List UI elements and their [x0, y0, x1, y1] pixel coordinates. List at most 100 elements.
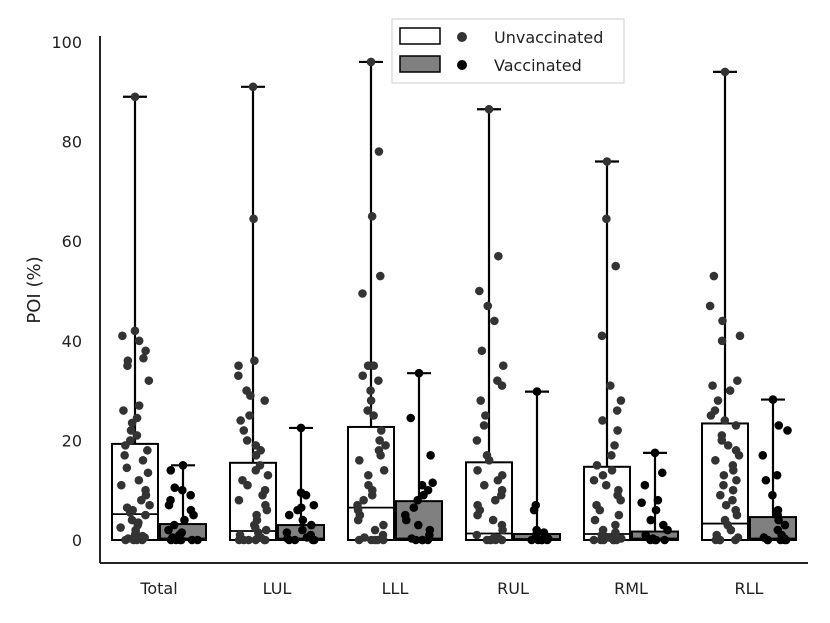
unvaccinated-box-lll: [347, 57, 395, 545]
unvaccinated-point: [134, 401, 144, 410]
x-tick-label-rul: RUL: [497, 579, 529, 598]
x-tick-label-lul: LUL: [263, 579, 292, 598]
unvaccinated-point: [483, 301, 493, 311]
vaccinated-point: [423, 485, 433, 495]
unvaccinated-point: [592, 500, 601, 510]
unvaccinated-point: [358, 371, 368, 380]
unvaccinated-point: [713, 396, 723, 405]
vaccinated-point: [532, 387, 542, 396]
vaccinated-point: [759, 533, 769, 542]
unvaccinated-point: [235, 530, 245, 540]
vaccinated-point: [309, 500, 319, 510]
unvaccinated-point: [134, 336, 144, 346]
vaccinated-point: [768, 395, 778, 404]
unvaccinated-point: [493, 376, 502, 385]
unvaccinated-point: [497, 520, 507, 530]
unvaccinated-point: [720, 67, 730, 77]
unvaccinated-point: [614, 485, 623, 495]
unvaccinated-point: [491, 495, 500, 505]
vaccinated-box-rll: [749, 395, 797, 545]
unvaccinated-point: [376, 426, 386, 435]
unvaccinated-point: [363, 406, 372, 415]
vaccinated-point: [407, 534, 416, 543]
unvaccinated-point: [260, 396, 270, 405]
unvaccinated-point: [481, 411, 490, 420]
unvaccinated-point: [616, 534, 626, 543]
vaccinated-point: [406, 413, 416, 423]
unvaccinated-point: [234, 495, 244, 505]
unvaccinated-point: [602, 157, 612, 166]
y-tick-label: 40: [62, 332, 82, 351]
unvaccinated-point: [255, 461, 265, 470]
unvaccinated-point: [130, 326, 140, 336]
vaccinated-point: [773, 505, 783, 515]
legend: Unvaccinated Vaccinated: [391, 18, 625, 84]
vaccinated-point: [774, 421, 784, 430]
unvaccinated-point: [369, 411, 378, 420]
unvaccinated-point: [367, 212, 377, 221]
vaccinated-point: [177, 528, 187, 537]
vaccinated-point: [426, 451, 435, 460]
unvaccinated-point: [720, 416, 730, 425]
vaccinated-point: [187, 535, 197, 545]
unvaccinated-point: [126, 436, 135, 445]
unvaccinated-point: [134, 475, 144, 485]
unvaccinated-point: [363, 361, 373, 371]
vaccinated-point: [650, 448, 660, 458]
unvaccinated-point: [358, 289, 367, 298]
unvaccinated-point: [261, 500, 270, 510]
unvaccinated-point: [366, 396, 376, 405]
vaccinated-point: [180, 515, 189, 525]
unvaccinated-point: [363, 470, 373, 480]
vaccinated-point: [531, 500, 541, 510]
unvaccinated-point: [236, 416, 245, 425]
unvaccinated-point: [242, 436, 252, 445]
vaccinated-point: [772, 470, 782, 480]
vaccinated-point: [428, 478, 437, 488]
y-tick-label: 100: [51, 33, 82, 52]
unvaccinated-point: [473, 465, 482, 475]
plot-area: [111, 57, 797, 545]
vaccinated-point: [648, 534, 658, 543]
vaccinated-point: [414, 368, 424, 378]
unvaccinated-point: [598, 470, 608, 480]
unvaccinated-point: [728, 495, 737, 505]
vaccinated-point: [773, 525, 783, 535]
unvaccinated-point: [497, 470, 507, 480]
unvaccinated-point: [479, 421, 489, 430]
unvaccinated-point: [477, 346, 487, 356]
unvaccinated-point: [367, 535, 376, 545]
unvaccinated-point: [118, 331, 127, 341]
unvaccinated-box-rul: [465, 104, 513, 545]
unvaccinated-point: [141, 485, 150, 495]
unvaccinated-point: [710, 406, 720, 415]
unvaccinated-point: [370, 525, 380, 535]
unvaccinated-point: [141, 510, 150, 520]
vaccinated-point: [761, 475, 771, 485]
x-axis: Total LUL LLL RUL RML RLL: [100, 562, 808, 598]
vaccinated-point: [641, 530, 650, 540]
unvaccinated-point: [611, 520, 620, 530]
y-axis: 0 20 40 60 80 100: [51, 33, 101, 563]
unvaccinated-point: [234, 371, 243, 380]
unvaccinated-point: [123, 534, 133, 543]
unvaccinated-point: [598, 525, 608, 535]
unvaccinated-point: [721, 500, 731, 510]
legend-unvaccinated-dot: [457, 32, 467, 42]
unvaccinated-point: [353, 500, 362, 510]
legend-vaccinated-swatch: [399, 55, 441, 73]
vaccinated-point: [539, 528, 549, 537]
vaccinated-point: [783, 426, 792, 435]
unvaccinated-point: [143, 468, 153, 478]
vaccinated-point: [660, 535, 669, 545]
unvaccinated-point: [494, 251, 503, 261]
unvaccinated-point: [723, 441, 733, 450]
unvaccinated-point: [359, 495, 368, 505]
unvaccinated-box-rml: [583, 157, 631, 545]
unvaccinated-point: [130, 92, 140, 102]
unvaccinated-point: [476, 396, 486, 405]
unvaccinated-point: [720, 515, 730, 525]
unvaccinated-point: [138, 456, 148, 465]
vaccinated-point: [637, 498, 646, 507]
unvaccinated-point: [123, 356, 133, 366]
